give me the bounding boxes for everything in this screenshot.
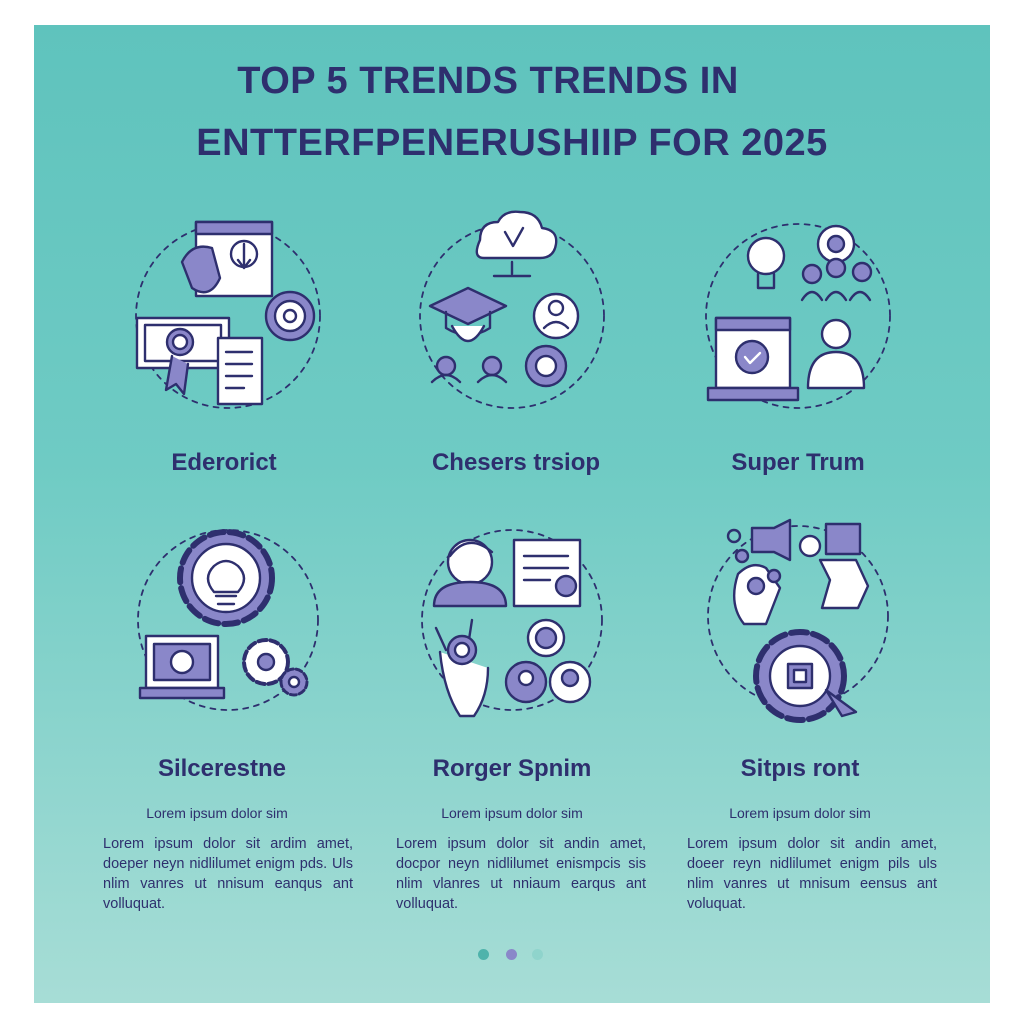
- pagination-dots: [478, 949, 548, 963]
- trend-label-4: Silcerestne: [157, 755, 287, 782]
- trend-label-2: Chesers trsiop: [431, 449, 601, 476]
- description-text-1: Lorem ipsum dolor sit ardim amet, doeper…: [103, 836, 353, 912]
- pagination-dot-1[interactable]: [478, 949, 489, 960]
- pagination-dot-2[interactable]: [506, 949, 517, 960]
- description-text-2: Lorem ipsum dolor sit andin amet, docpor…: [396, 836, 646, 912]
- people-document-icon: [421, 529, 603, 718]
- description-subtitle-2: Lorem ipsum dolor sim: [441, 805, 583, 821]
- innovation-team-icon: [705, 223, 891, 409]
- title-line-1: TOP 5 TRENDS TRENDS IN: [237, 60, 739, 102]
- description-subtitle-1: Lorem ipsum dolor sim: [146, 805, 288, 821]
- infographic-card: [34, 25, 990, 1003]
- description-subtitle-3: Lorem ipsum dolor sim: [729, 805, 871, 821]
- trend-label-1: Ederorict: [171, 449, 277, 476]
- education-network-icon: [419, 210, 605, 409]
- pagination-dot-3[interactable]: [532, 949, 543, 960]
- title-line-2: ENTTERFPENERUSHIIP FOR 2025: [196, 122, 828, 164]
- trend-label-5: Rorger Spnim: [432, 755, 592, 782]
- idea-gear-icon: [137, 529, 319, 711]
- security-certificate-icon: [135, 220, 321, 409]
- trend-label-6: Sitpıs ront: [740, 755, 860, 782]
- trend-label-3: Super Trum: [731, 449, 865, 476]
- automation-hand-icon: [707, 518, 889, 723]
- description-text-3: Lorem ipsum dolor sit andin amet, doeer …: [687, 836, 937, 912]
